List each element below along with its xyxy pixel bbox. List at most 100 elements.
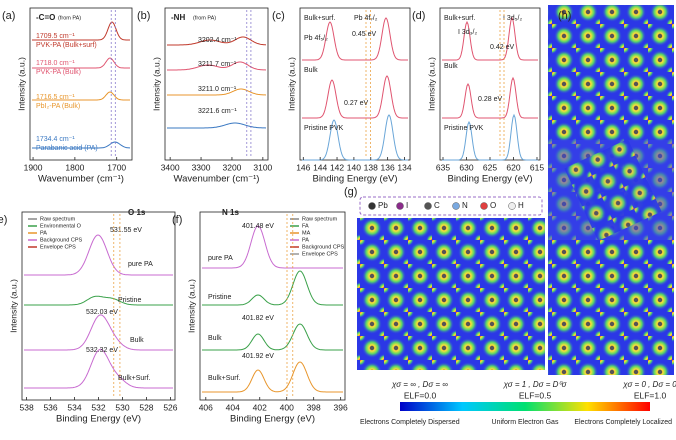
annotation: 3211.7 cm⁻¹ <box>198 61 237 68</box>
spectrum-curve <box>202 270 343 306</box>
x-tick-label: 134 <box>397 162 411 172</box>
legend-label: Background CPS <box>302 244 345 250</box>
x-tick-label: 142 <box>330 162 344 172</box>
annotation: 401.92 eV <box>242 353 274 360</box>
annotation: Pb 4f₅/₂ <box>304 35 328 42</box>
element-dot <box>508 202 516 210</box>
x-tick-label: 532 <box>91 402 105 412</box>
annotation: Bulk+Surf. <box>118 375 151 382</box>
y-axis-label: Intensity (a.u.) <box>16 57 26 111</box>
annotation: Pristine <box>118 297 141 304</box>
x-tick-label: 146 <box>296 162 310 172</box>
panel-h-image <box>548 5 674 375</box>
annotation: 401.82 eV <box>242 315 274 322</box>
spectrum-curve <box>202 323 343 351</box>
annotation: Bulk+Surf. <box>208 375 241 382</box>
annotation: I 3d₃/₂ <box>458 29 477 36</box>
legend-label: Environmental O <box>40 223 82 229</box>
legend-label: Background CPS <box>40 237 83 243</box>
elf-equation: χσ = 0 , Dσ = 0 <box>622 380 676 389</box>
x-tick-label: 3200 <box>222 162 241 172</box>
annotation: Pristine PVK <box>444 125 484 132</box>
annotation: 1734.4 cm⁻¹ <box>36 136 75 143</box>
annotation: Bulk+surf. <box>444 15 475 22</box>
x-tick-label: 400 <box>280 402 294 412</box>
element-dot <box>368 202 376 210</box>
x-tick-label: 3100 <box>253 162 272 172</box>
annotation: Bulk+surf. <box>304 15 335 22</box>
spectrum-curve <box>202 225 343 269</box>
spectrum-curve <box>24 348 173 389</box>
annotation: Bulk <box>304 67 318 74</box>
x-tick-label: 140 <box>347 162 361 172</box>
legend-label: Envelope CPS <box>302 251 338 257</box>
plot-frame <box>164 7 269 161</box>
element-dot <box>480 202 488 210</box>
annotation: 0.45 eV <box>352 31 376 38</box>
spectrum-curve <box>167 122 267 129</box>
x-axis-label: Wavenumber (cm⁻¹) <box>38 174 124 185</box>
spectrum-curve <box>167 88 267 96</box>
spectrum-curve <box>32 21 130 41</box>
element-dot <box>396 202 404 210</box>
annotation: PVK-PA (Bulk+surf) <box>36 42 97 49</box>
annotation: pure PA <box>128 261 153 268</box>
elf-colorbar <box>400 402 650 411</box>
x-tick-label: 402 <box>253 402 267 412</box>
spectrum-curve <box>167 61 267 71</box>
spectrum-curve <box>32 91 130 101</box>
spectrum-curve <box>24 314 173 351</box>
y-axis-label: Intensity (a.u.) <box>8 279 18 333</box>
annotation: 3211.0 cm⁻¹ <box>198 86 237 93</box>
annotation: 532.03 eV <box>86 309 118 316</box>
panel-label: (e) <box>0 214 7 226</box>
annotation: I 3d₅/₂ <box>503 15 522 22</box>
x-tick-label: 526 <box>163 402 177 412</box>
bar-label: Electrons Completely Dispersed <box>360 419 460 426</box>
annotation: pure PA <box>208 255 233 262</box>
annotation: 531.55 eV <box>110 227 142 234</box>
annotation: 1716.5 cm⁻¹ <box>36 94 75 101</box>
x-tick-label: 3400 <box>161 162 180 172</box>
panel-label: (f) <box>172 214 182 226</box>
x-tick-label: 615 <box>530 162 544 172</box>
annotation: 0.42 eV <box>490 44 514 51</box>
panel-label: (c) <box>272 10 285 22</box>
annotation: 0.28 eV <box>478 96 502 103</box>
x-tick-label: 625 <box>483 162 497 172</box>
legend-label: FA <box>302 223 309 229</box>
elf-value: ELF=0.5 <box>519 390 552 400</box>
legend-label: MA <box>302 230 311 236</box>
x-axis-label: Binding Energy (eV) <box>447 174 532 185</box>
annotation: PbI₂-PA (Bulk) <box>36 103 80 110</box>
x-tick-label: 630 <box>459 162 473 172</box>
spectrum-curve <box>202 361 343 393</box>
x-tick-label: 635 <box>436 162 450 172</box>
annotation: Parabanic acid (PA) <box>36 145 98 152</box>
panel-label: (g) <box>344 186 357 198</box>
annotation: 1709.5 cm⁻¹ <box>36 33 75 40</box>
spectrum-curve <box>302 17 408 61</box>
x-tick-label: 530 <box>115 402 129 412</box>
plot-frame <box>199 211 346 401</box>
spectrum-curve <box>442 76 538 119</box>
spectrum-curve <box>302 75 408 119</box>
x-axis-label: Wavenumber (cm⁻¹) <box>174 174 260 185</box>
x-tick-label: 138 <box>364 162 378 172</box>
x-tick-label: 1900 <box>24 162 43 172</box>
x-tick-label: 404 <box>226 402 240 412</box>
legend-label: PA <box>40 230 47 236</box>
annotation: 1718.0 cm⁻¹ <box>36 60 75 67</box>
elf-value: ELF=0.0 <box>404 390 437 400</box>
elf-value: ELF=1.0 <box>634 390 667 400</box>
annotation: 3221.6 cm⁻¹ <box>198 108 237 115</box>
plot-frame <box>439 7 541 161</box>
y-axis-label: Intensity (a.u.) <box>286 57 296 111</box>
element-label: I <box>406 201 408 210</box>
legend-label: PA <box>302 237 309 243</box>
annotation: 3202.4 cm⁻¹ <box>198 37 237 44</box>
elf-equation: χσ = ∞ , Dσ = ∞ <box>391 380 448 389</box>
element-label: Pb <box>378 201 388 210</box>
annotation: 0.27 eV <box>344 100 368 107</box>
